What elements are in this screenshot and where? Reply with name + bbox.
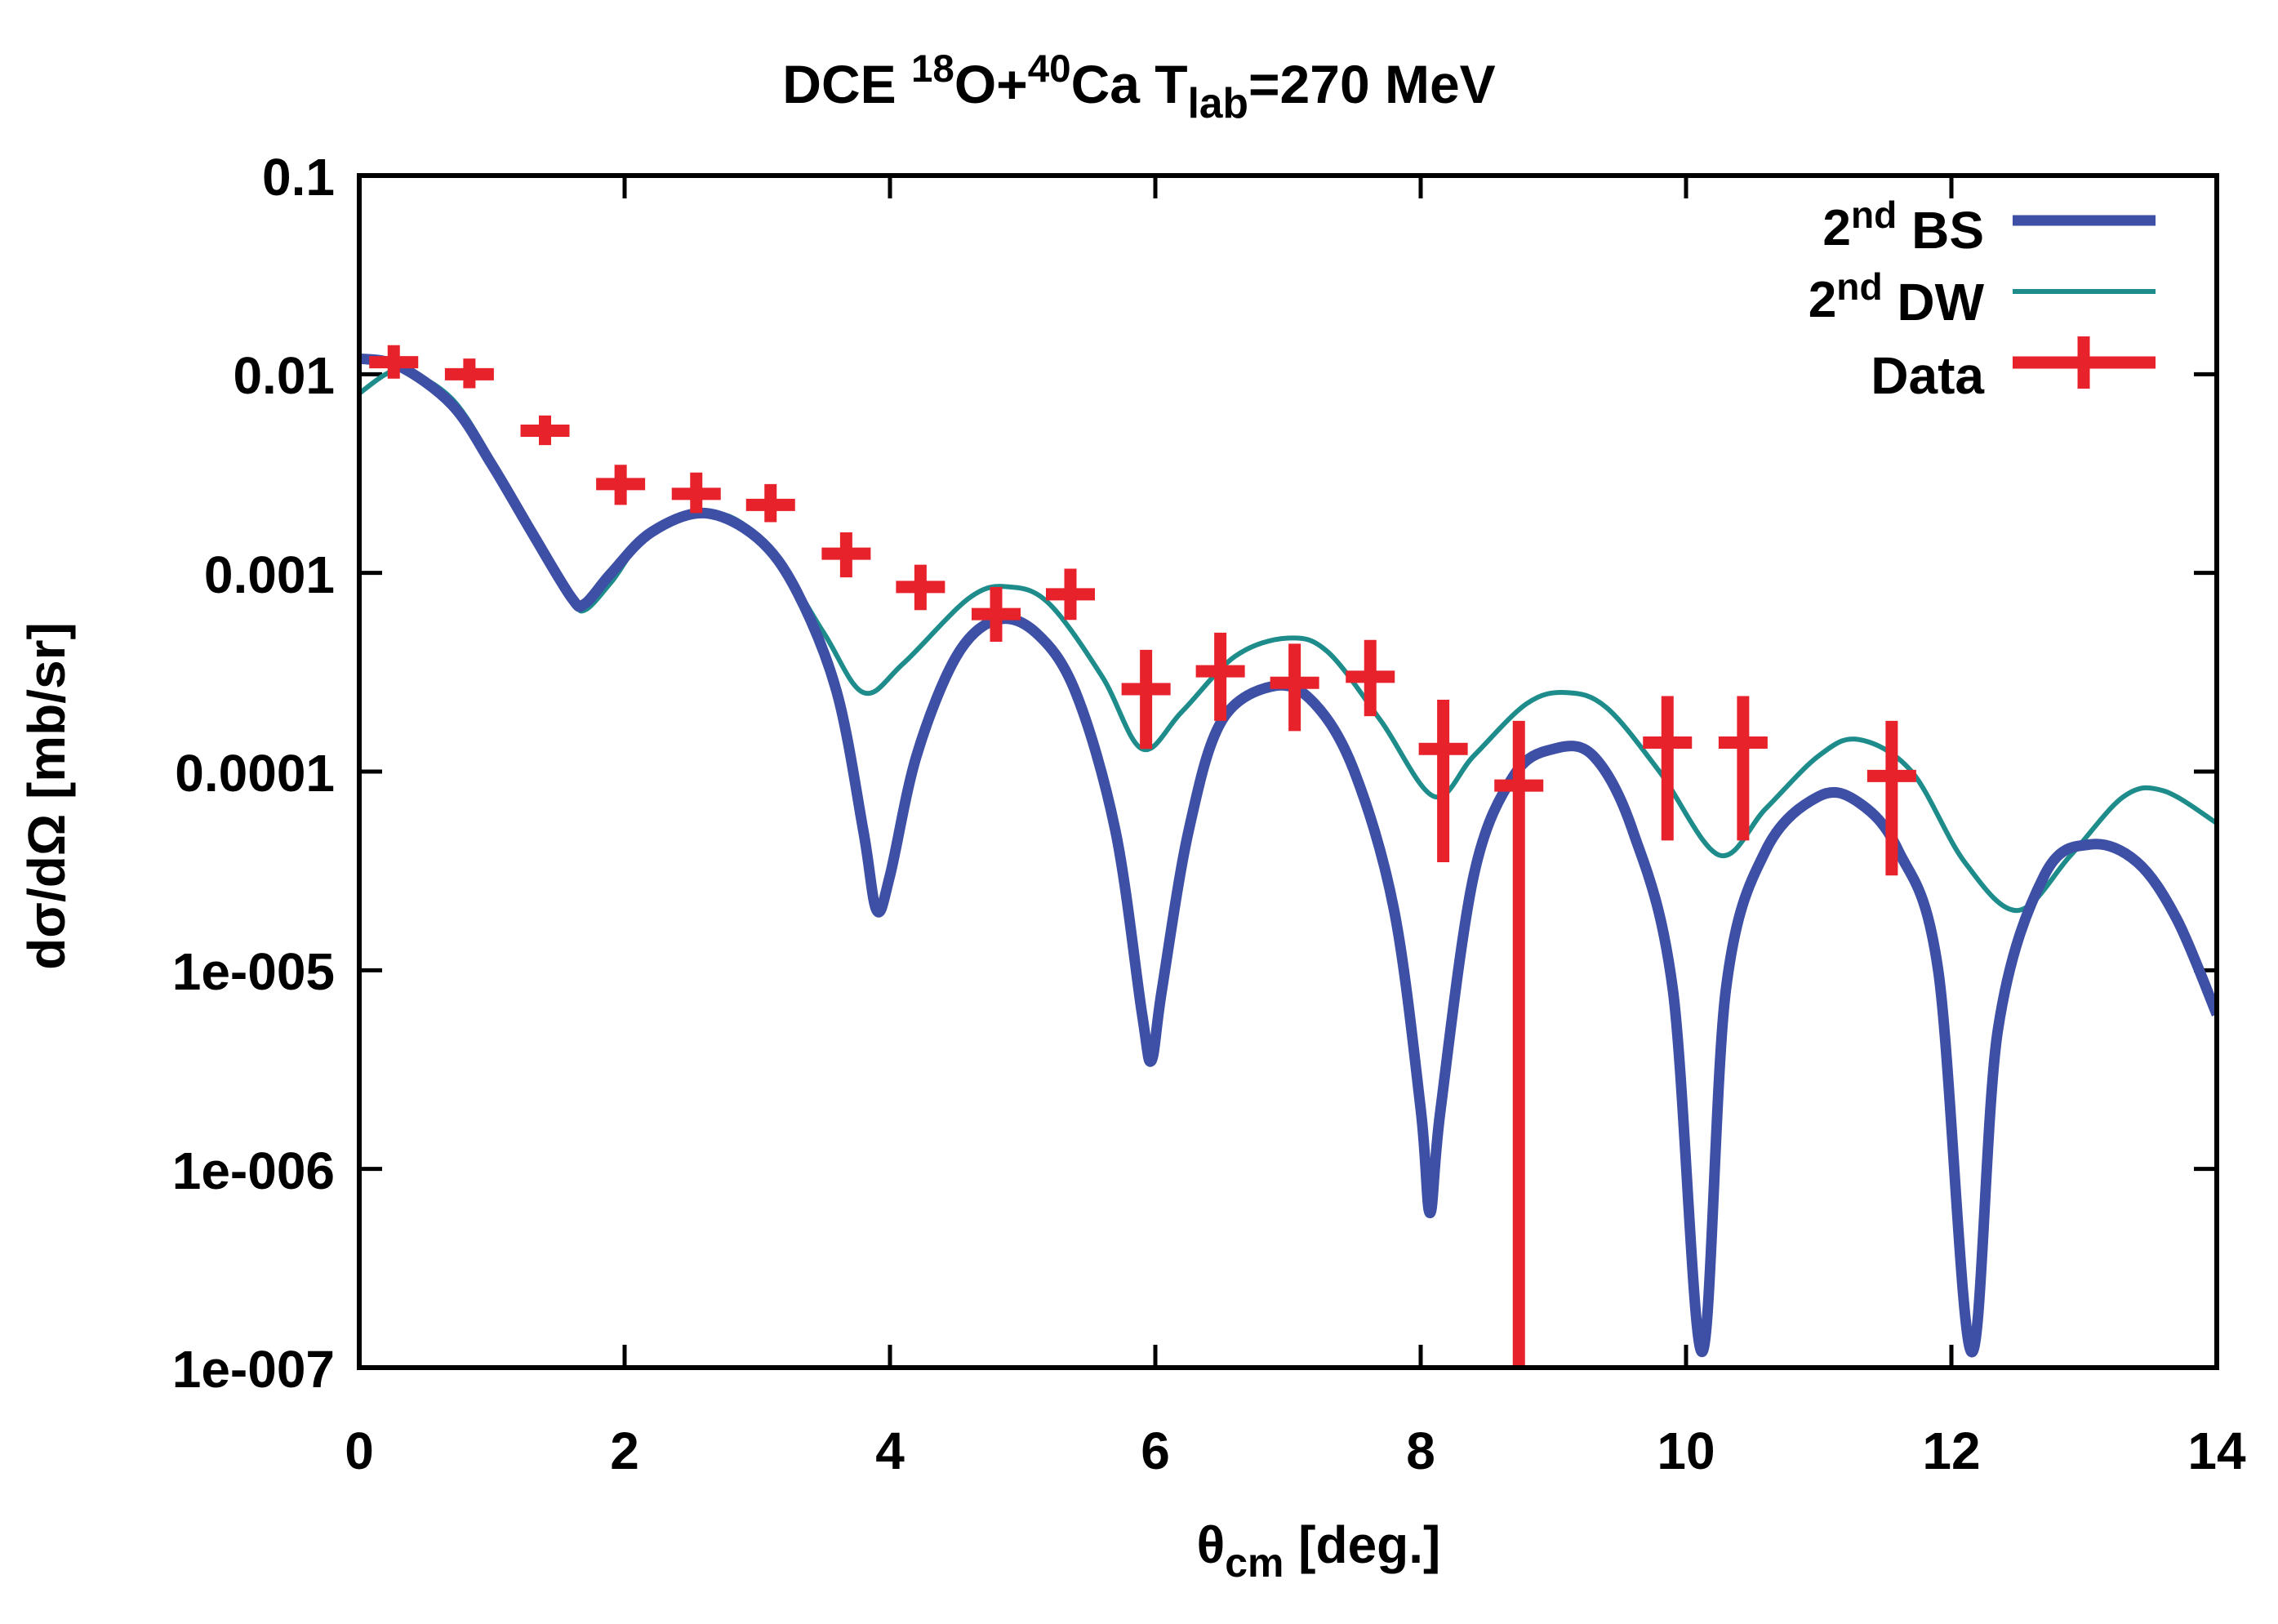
series-line-dw — [359, 366, 2217, 914]
chart-title: DCE 18O+40Ca Tlab=270 MeV — [782, 47, 1496, 127]
x-tick-label: 14 — [2187, 1422, 2246, 1480]
x-tick-label: 12 — [1922, 1422, 1981, 1480]
data-point — [369, 345, 419, 379]
y-tick-label: 1e-005 — [171, 942, 335, 1002]
data-point — [1270, 643, 1319, 732]
legend-samples — [2013, 215, 2156, 389]
x-axis-label: θcm [deg.] — [1196, 1515, 1441, 1586]
y-tick-label: 1e-006 — [171, 1141, 335, 1200]
data-point — [1718, 696, 1768, 841]
x-tick-label: 8 — [1406, 1422, 1435, 1480]
data-point — [1121, 649, 1171, 750]
plot-series — [359, 345, 2217, 1368]
data-point — [1195, 632, 1245, 721]
y-tick-label: 0.001 — [203, 545, 335, 604]
x-tick-label: 4 — [875, 1422, 905, 1480]
data-point — [1866, 720, 1916, 876]
data-point — [596, 465, 646, 505]
data-point — [1643, 696, 1693, 841]
data-point — [444, 358, 494, 389]
x-tick-label: 6 — [1141, 1422, 1170, 1480]
legend-entry-data: Data — [1871, 346, 1984, 405]
plot-frame — [357, 173, 2219, 1370]
data-point — [972, 586, 1021, 643]
y-tick-label: 0.1 — [262, 148, 335, 207]
data-point — [520, 415, 570, 446]
series-line-bs — [359, 353, 2217, 1358]
y-tick-label: 0.01 — [233, 346, 335, 406]
x-tick-label: 0 — [345, 1422, 374, 1480]
data-point — [745, 483, 795, 523]
legend-entry-dw: 2nd DW — [1808, 265, 1984, 331]
legend-entry-bs: 2nd BS — [1822, 193, 1984, 260]
x-tick-label: 10 — [1657, 1422, 1715, 1480]
y-tick-label: 1e-007 — [171, 1340, 335, 1399]
data-point — [1494, 720, 1544, 1368]
data-point — [1046, 568, 1095, 621]
data-point — [1418, 699, 1468, 862]
data-point — [1346, 639, 1395, 717]
y-tick-label: 0.0001 — [175, 744, 335, 803]
y-axis-label: dσ/dΩ [mb/sr] — [17, 622, 76, 970]
data-point — [896, 564, 945, 611]
data-point — [821, 532, 871, 578]
x-tick-label: 2 — [610, 1422, 639, 1480]
data-point — [671, 472, 721, 514]
